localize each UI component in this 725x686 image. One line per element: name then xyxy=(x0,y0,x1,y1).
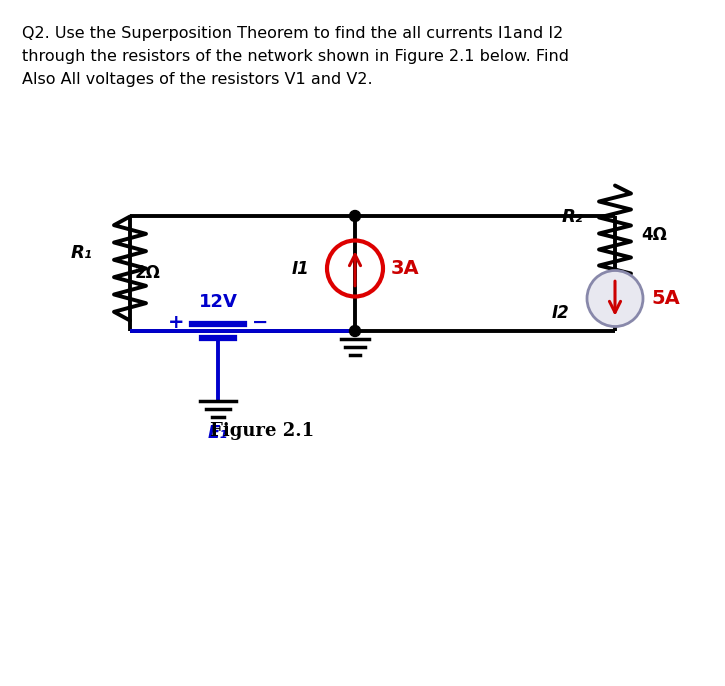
Circle shape xyxy=(349,325,360,337)
Text: 12V: 12V xyxy=(199,293,237,311)
Text: 4Ω: 4Ω xyxy=(641,226,667,244)
Circle shape xyxy=(587,270,643,327)
Text: I2: I2 xyxy=(551,303,569,322)
Text: 2Ω: 2Ω xyxy=(135,265,161,283)
Text: +: + xyxy=(167,313,184,331)
Text: Figure 2.1: Figure 2.1 xyxy=(210,422,315,440)
Text: R₁: R₁ xyxy=(71,244,93,261)
Text: E₁: E₁ xyxy=(208,424,228,442)
Text: 5A: 5A xyxy=(651,289,680,308)
Text: −: − xyxy=(252,313,268,331)
Text: I1: I1 xyxy=(291,259,309,278)
Text: Q2. Use the Superposition Theorem to find the all currents I1and I2
through the : Q2. Use the Superposition Theorem to fin… xyxy=(22,26,569,86)
Circle shape xyxy=(349,211,360,222)
Text: R₂: R₂ xyxy=(562,209,584,226)
Text: 3A: 3A xyxy=(391,259,420,278)
